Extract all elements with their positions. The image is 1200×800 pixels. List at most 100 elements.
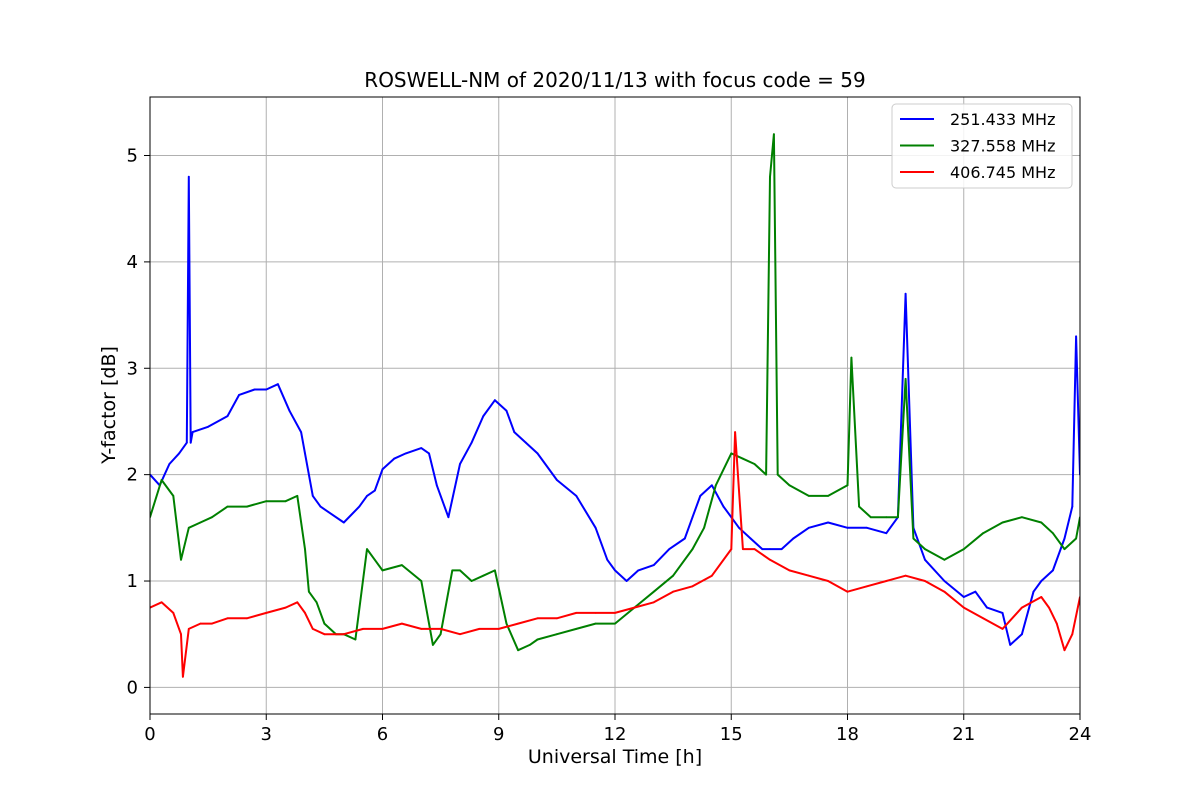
series-2-point [765,473,767,476]
series-1-point [226,415,229,417]
series-3-point [734,431,736,433]
series-1-point [1032,590,1035,593]
y-tick-label: 0 [127,677,138,698]
series-2-point [354,638,357,641]
series-2-point [858,505,860,508]
legend-label-1: 251.433 MHz [950,110,1055,129]
series-1-point [780,548,783,550]
series-2-point [1021,516,1023,519]
series-3-point [401,622,403,625]
series-3-point [459,633,461,636]
series-2-point [296,495,299,497]
series-3-point [296,601,299,604]
series-2-point [575,628,578,630]
series-2-point [1063,548,1066,550]
series-1-point [594,526,597,529]
series-2-point [304,548,306,550]
series-2-point [742,457,744,460]
series-1-point [885,532,888,535]
series-2-point [753,463,756,465]
legend-label-2: 327.558 MHz [950,137,1055,156]
series-3-point [1048,606,1050,609]
series-2-point [315,601,318,604]
series-1-point [738,526,740,529]
series-3-point [420,628,423,630]
y-tick-label: 2 [127,465,138,486]
series-1-point [769,548,771,550]
series-1-point [420,447,423,449]
series-1-point [404,452,407,455]
series-3-point [342,633,345,636]
series-3-point [211,622,213,625]
series-1-point [749,537,752,540]
series-1-point [358,505,361,508]
series-2-point [226,505,229,508]
series-3-point [633,606,636,609]
series-1-point [1001,612,1004,614]
series-3-point [323,633,326,636]
series-3-point [199,622,202,625]
series-2-point [773,133,775,136]
series-3-point [962,606,965,609]
series-3-point [982,617,984,620]
series-1-point [288,409,291,412]
series-3-point [885,580,888,582]
x-tick-label: 0 [144,724,155,745]
y-axis-label: Y-factor [dB] [98,346,120,465]
series-1-point [265,388,268,391]
series-1-point [792,537,795,540]
series-1-point [807,526,810,529]
series-2-point [401,564,403,566]
series-2-point [1075,537,1077,540]
x-tick-label: 9 [493,724,504,745]
series-3-point [246,617,248,620]
series-3-point [311,628,314,630]
series-3-point [517,622,519,625]
series-2-point [850,356,853,359]
series-3-point [711,574,713,577]
series-3-point [904,574,907,577]
series-1-point [637,569,640,572]
series-3-point [742,548,744,550]
series-2-point [788,484,791,487]
series-1-point [668,548,671,550]
series-1-point [300,431,302,433]
series-1-point [699,495,702,497]
series-1-point [304,452,306,455]
series-1-point [1021,633,1023,636]
series-2-point [869,516,872,519]
series-2-point [470,580,473,582]
series-2-point [373,558,376,561]
series-2-point [459,569,461,572]
series-2-point [366,548,368,550]
series-2-point [211,516,213,519]
series-3-point [1071,633,1074,636]
series-1-point [625,580,628,582]
series-1-point [470,441,473,444]
series-2-point [904,378,907,380]
series-3-point [381,628,384,630]
series-2-point [432,644,434,646]
series-1-point [1075,335,1077,338]
chart-title: ROSWELL-NM of 2020/11/13 with focus code… [364,68,865,92]
series-2-point [160,479,163,481]
series-2-point [730,452,733,455]
series-2-point [517,649,519,652]
legend: 251.433 MHz 327.558 MHz 406.745 MHz [891,103,1073,189]
series-3-point [614,612,616,614]
series-2-point [381,569,384,572]
series-1-point [924,558,926,561]
series-3-point [180,633,182,636]
series-1-point [536,452,539,455]
series-2-point [807,495,810,497]
y-tick-label: 4 [127,252,138,273]
series-3-point [284,606,287,609]
series-3-point [304,612,306,614]
series-2-point [187,526,190,529]
series-2-point [536,638,539,641]
series-2-point [691,548,694,550]
series-3-point [943,590,946,593]
series-2-point [846,484,849,487]
series-1-point [505,409,508,412]
